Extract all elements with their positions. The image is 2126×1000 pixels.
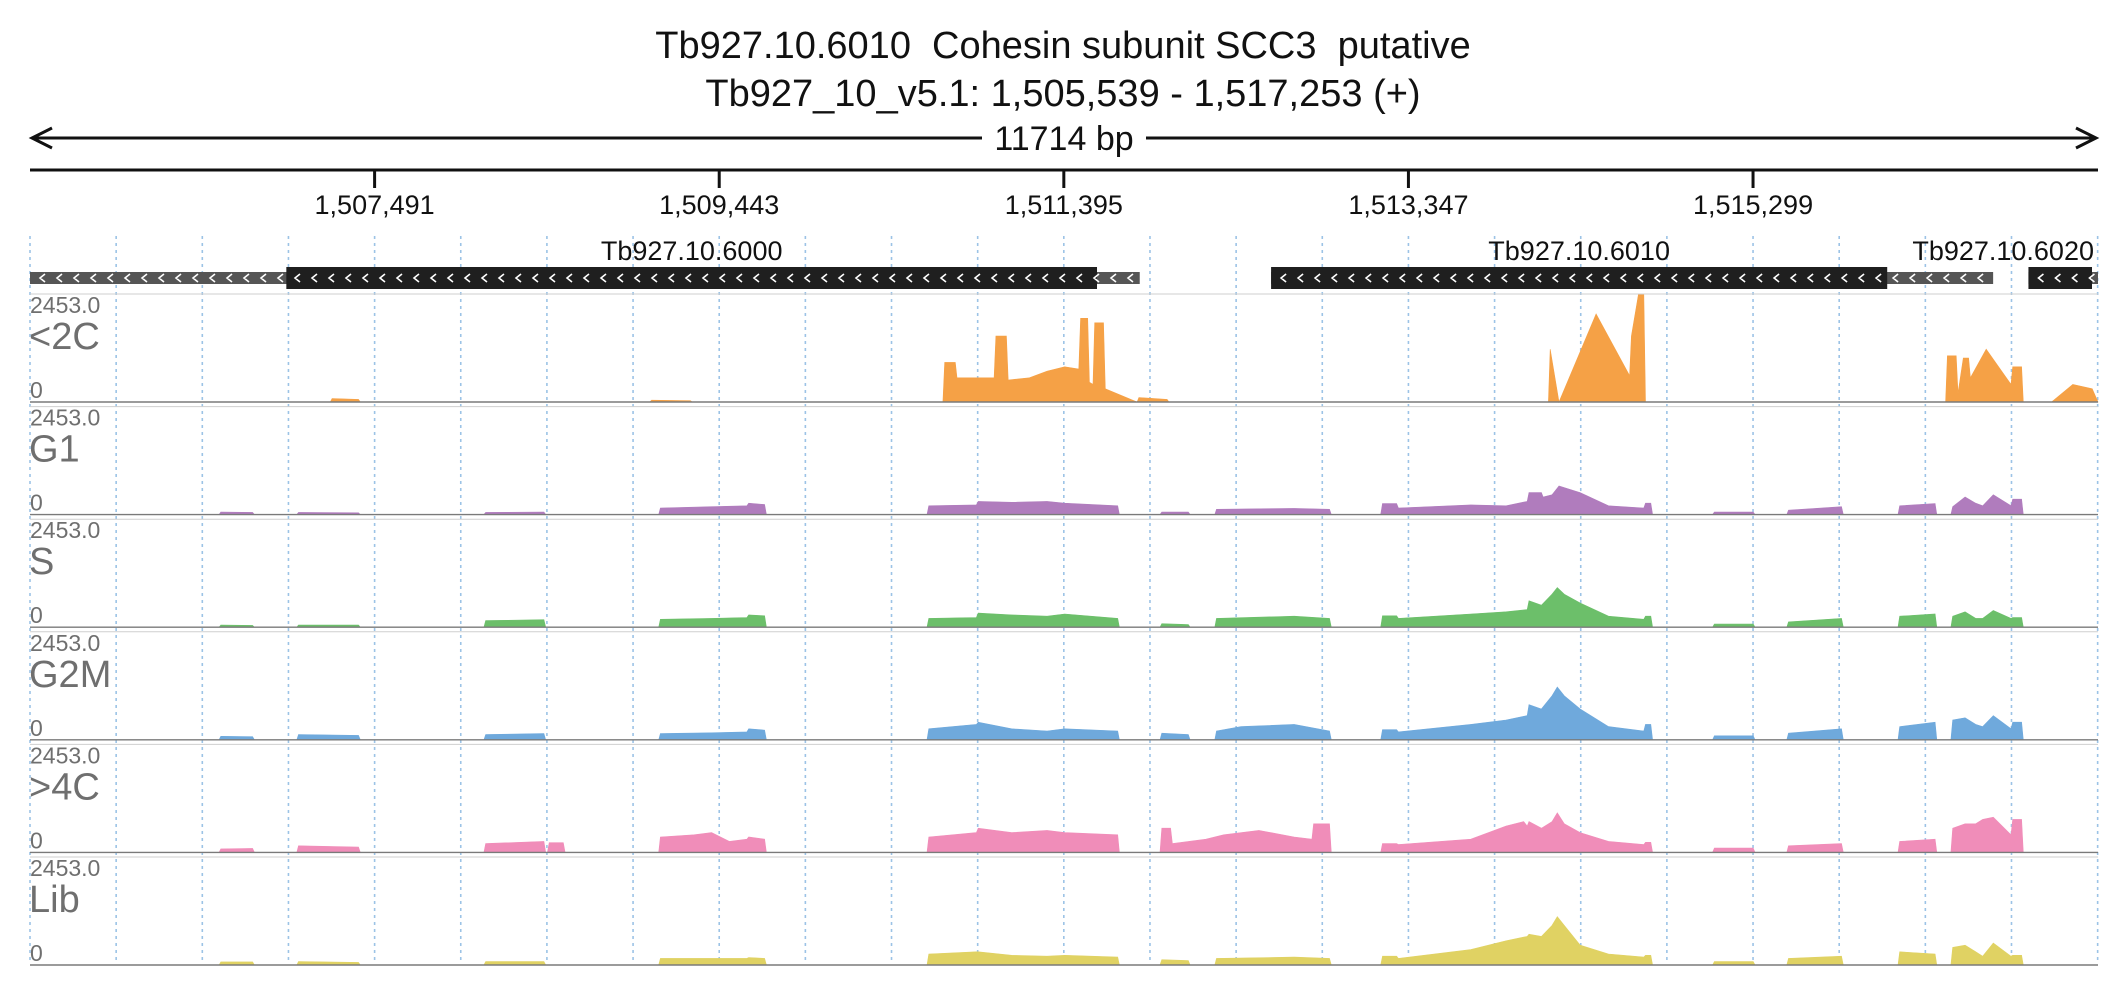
coverage-area	[30, 916, 2098, 966]
span-label: 11714 bp	[994, 120, 1133, 158]
gene-label: Tb927.10.6010	[1488, 236, 1670, 266]
gene-label: Tb927.10.6000	[601, 236, 783, 266]
axis-tick-label: 1,515,299	[1693, 190, 1813, 220]
track-ymax-label: 2453.0	[30, 855, 100, 881]
track-ymin-label: 0	[30, 940, 43, 966]
coverage-area	[30, 686, 2098, 741]
track-name: Lib	[29, 879, 80, 921]
track-ymax-label: 2453.0	[30, 630, 100, 656]
position-axis: 1,507,491 1,509,443 1,511,395 1,513,347 1,51…	[30, 168, 2098, 220]
axis-tick-label: 1,509,443	[659, 190, 779, 220]
track-name: G1	[29, 429, 80, 471]
track-ymin-label: 0	[30, 715, 43, 741]
track-name: <2C	[29, 316, 100, 358]
axis-tick-label: 1,513,347	[1348, 190, 1468, 220]
coverage-area	[30, 812, 2098, 853]
gene-label: Tb927.10.6020	[1912, 236, 2094, 266]
span-arrow-right	[2075, 126, 2100, 150]
track-ymin-label: 0	[30, 377, 43, 403]
chart-subtitle: Tb927_10_v5.1: 1,505,539 - 1,517,253 (+)	[705, 73, 1421, 115]
gene-cds	[2028, 267, 2092, 289]
track-name: >4C	[29, 766, 100, 808]
span-arrow-left	[28, 126, 53, 150]
track-ymax-label: 2453.0	[30, 517, 100, 543]
coverage-area	[30, 485, 2098, 515]
chart-title: Tb927.10.6010 Cohesin subunit SCC3 putat…	[655, 25, 1471, 67]
track-name: S	[29, 541, 54, 583]
track-name: G2M	[29, 654, 111, 696]
span-ruler: 11714 bp	[28, 120, 2100, 158]
strand-arrows	[38, 273, 1134, 283]
coverage-area	[30, 293, 2099, 404]
track-ymin-label: 0	[30, 490, 43, 516]
strand-arrows	[2037, 273, 2095, 283]
track-ymax-label: 2453.0	[30, 405, 100, 431]
coverage-tracks: 2453.00<2C2453.00G12453.00S2453.00G2M245…	[29, 292, 2099, 966]
track-ymax-label: 2453.0	[30, 742, 100, 768]
gene-cds	[286, 267, 1098, 289]
track-ymin-label: 0	[30, 827, 43, 853]
gene-track: Tb927.10.6000 Tb927.10.6010 Tb927.10.6020	[30, 236, 2098, 289]
axis-tick-label: 1,511,395	[1005, 190, 1123, 220]
track-ymax-label: 2453.0	[30, 292, 100, 318]
track-ymin-label: 0	[30, 602, 43, 628]
coverage-area	[30, 587, 2098, 628]
gene-cds	[1271, 267, 1888, 289]
strand-arrows	[1279, 273, 1984, 283]
axis-tick-label: 1,507,491	[315, 190, 435, 220]
